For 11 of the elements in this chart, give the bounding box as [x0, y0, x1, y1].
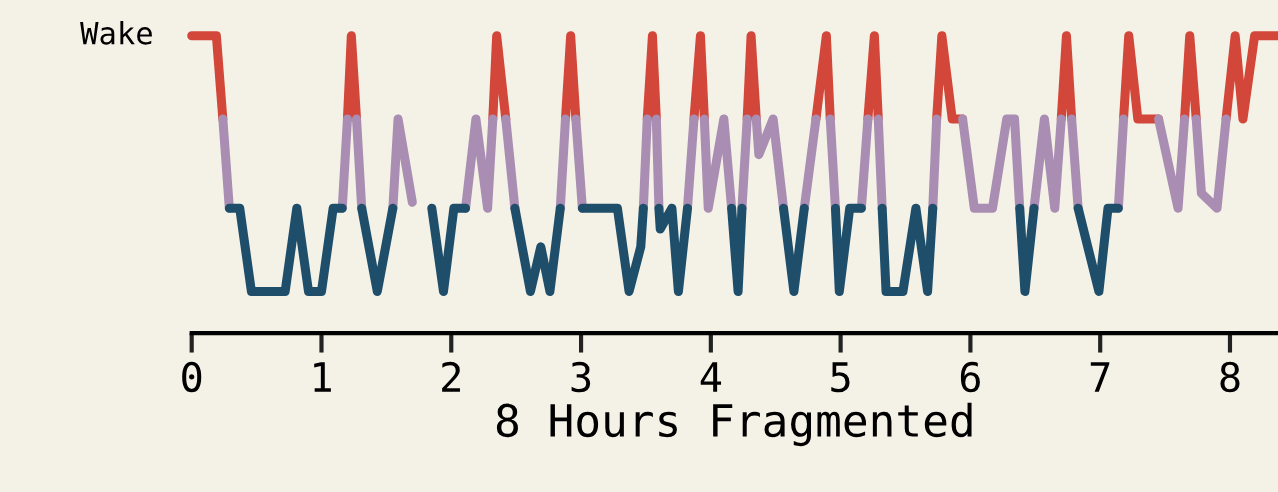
x-tick-label: 8 [1220, 361, 1240, 393]
x-tick-label: 2 [442, 361, 460, 392]
x-tick-label: 1 [314, 362, 331, 392]
x-tick-label: 7 [1090, 362, 1110, 392]
x-axis-title: 8 Hours Fragmented [496, 402, 972, 447]
x-tick-label: 5 [831, 362, 850, 393]
text: Wake [80, 21, 152, 45]
x-tick-label: 4 [700, 362, 722, 392]
x-tick-label: 3 [571, 361, 591, 393]
x-tick-label: 6 [960, 361, 980, 393]
x-tick-label: 0 [182, 361, 202, 393]
